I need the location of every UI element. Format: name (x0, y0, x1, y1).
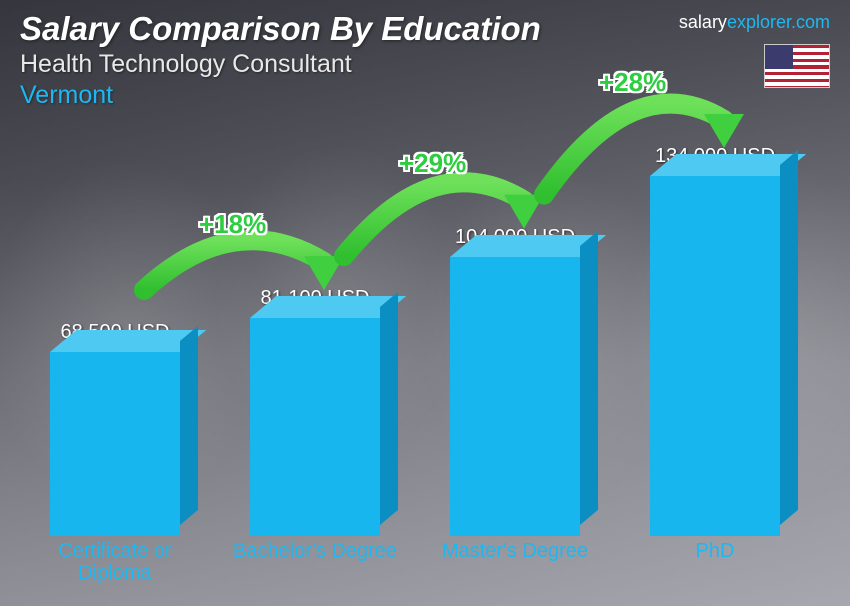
bar (650, 176, 780, 536)
bar-column: 134,000 USD (630, 145, 800, 536)
bar-chart: 68,500 USD81,100 USD104,000 USD134,000 U… (30, 130, 800, 586)
bars-container: 68,500 USD81,100 USD104,000 USD134,000 U… (30, 130, 800, 536)
brand-text-explorer: explorer (727, 12, 791, 32)
category-label: Master's Degree (430, 536, 600, 586)
brand-logo: salaryexplorer.com (679, 12, 830, 33)
category-label: PhD (630, 536, 800, 586)
category-label: Bachelor's Degree (230, 536, 400, 586)
pct-increase-label: +29% (399, 148, 466, 179)
brand-text-dotcom: .com (791, 12, 830, 32)
chart-subtitle: Health Technology Consultant (20, 50, 830, 79)
brand-text-salary: salary (679, 12, 727, 32)
bar (450, 257, 580, 536)
bar (250, 318, 380, 536)
category-label: Certificate or Diploma (30, 536, 200, 586)
pct-increase-label: +18% (199, 209, 266, 240)
bar-column: 104,000 USD (430, 226, 600, 536)
bar-column: 68,500 USD (30, 321, 200, 536)
chart-location: Vermont (20, 81, 830, 110)
categories-container: Certificate or Diploma Bachelor's Degree M… (30, 536, 800, 586)
bar-column: 81,100 USD (230, 287, 400, 536)
bar (50, 352, 180, 536)
pct-increase-label: +28% (599, 67, 666, 98)
flag-icon (764, 44, 830, 88)
